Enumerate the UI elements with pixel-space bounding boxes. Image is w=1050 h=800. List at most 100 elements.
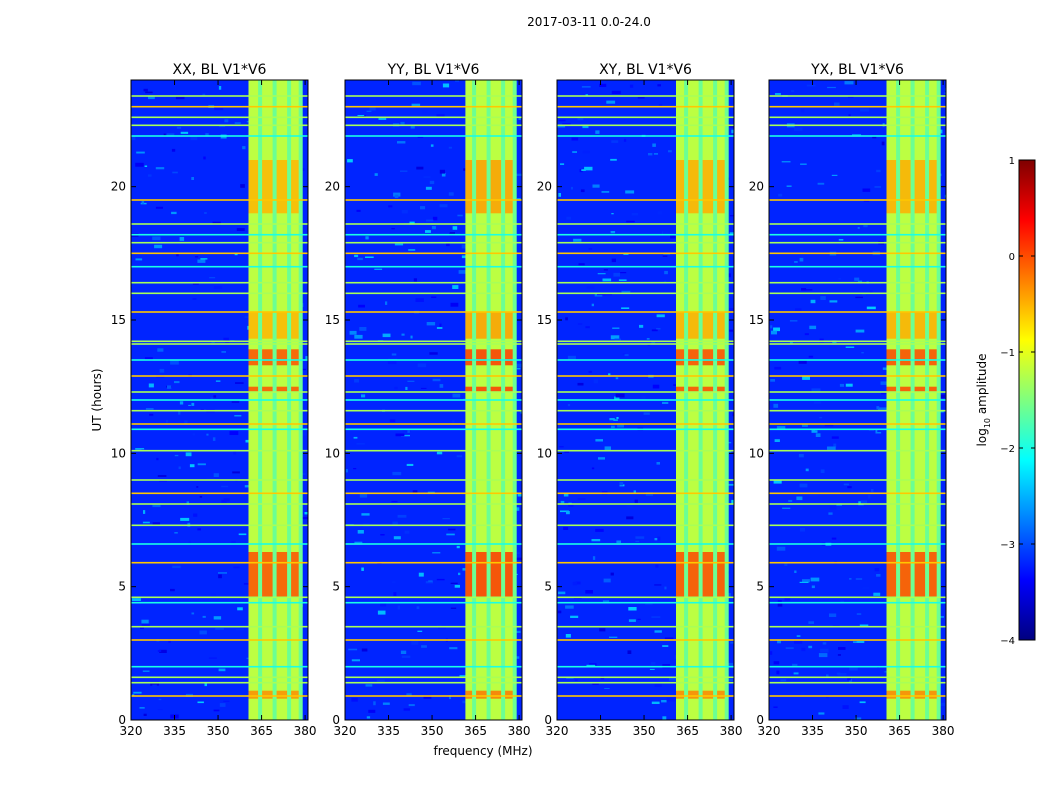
noise-cell [354,254,359,258]
noise-cell [210,593,216,598]
noise-cell [781,161,791,163]
noise-cell [854,277,860,281]
noise-cell [213,709,220,712]
colorbar-tick-label: 0 [1009,252,1015,263]
x-tick-label: 335 [801,724,824,738]
noise-cell [172,171,178,174]
noise-cell [621,307,630,309]
noise-cell [855,578,863,580]
noise-cell [613,419,618,421]
rfi-line [131,340,308,343]
noise-cell [166,419,169,423]
noise-cell [796,635,801,637]
noise-cell [654,683,662,687]
x-tick-label: 320 [120,724,143,738]
noise-cell [142,521,150,524]
noise-cell [802,579,810,583]
noise-cell [406,463,414,466]
rfi-line [769,95,946,97]
panel-frame [768,79,947,721]
noise-cell [441,173,446,177]
noise-cell [369,107,376,111]
noise-cell [521,225,522,230]
noise-cell [572,581,578,586]
noise-cell [617,424,624,428]
rfi-line [557,681,734,684]
noise-cell [172,565,181,569]
noise-cell [668,677,677,681]
noise-cell [628,607,637,611]
noise-cell [517,493,522,497]
noise-cell [588,370,592,373]
noise-cell [604,688,610,689]
noise-cell [731,499,734,504]
noise-cell [652,143,656,147]
noise-cell [413,278,417,282]
noise-cell [218,572,227,574]
noise-cell [568,503,574,507]
noise-cell [794,261,798,263]
noise-cell [136,151,145,154]
y-tick-label: 20 [749,180,764,194]
noise-cell [218,86,222,90]
noise-cell [197,528,201,531]
noise-cell [192,433,195,436]
noise-cell [357,257,363,261]
y-tick-label: 10 [325,446,340,460]
noise-cell [354,647,361,649]
colorbar-gradient [1018,159,1036,641]
rfi-line [769,601,946,604]
noise-cell [831,436,839,439]
noise-cell [595,439,603,442]
noise-cell [853,641,858,643]
y-tick-label: 0 [332,713,340,727]
figure-title: 2017-03-11 0.0-24.0 [527,15,651,29]
noise-cell [651,341,656,344]
noise-cell [141,201,145,204]
noise-cell [204,420,209,424]
noise-cell [832,625,840,627]
noise-cell [156,457,159,461]
rfi-line [131,281,308,284]
noise-cell [558,591,566,595]
noise-cell [860,108,870,112]
noise-cell [197,259,206,263]
rfi-line [769,561,946,564]
rfi-line [769,524,946,527]
noise-cell [415,298,424,302]
noise-cell [409,221,415,225]
noise-cell [639,324,644,328]
rfi-line [131,492,308,495]
noise-cell [145,91,153,94]
noise-cell [442,518,450,520]
rfi-line [131,252,308,255]
noise-cell [361,648,368,652]
noise-cell [597,294,606,296]
noise-cell [224,119,229,123]
x-tick-label: 320 [758,724,781,738]
noise-cell [616,417,619,419]
noise-cell [770,379,775,382]
noise-cell [623,253,629,255]
rfi-line [131,695,308,697]
noise-cell [397,514,407,518]
noise-cell [838,239,844,241]
noise-cell [361,394,366,398]
colorbar-label: log10 amplitude [975,354,992,447]
noise-cell [359,327,367,331]
noise-cell [206,433,209,436]
noise-cell [412,490,418,493]
noise-cell [838,647,846,650]
noise-cell [575,581,581,585]
rfi-line [769,492,946,495]
y-tick-label: 10 [537,446,552,460]
rfi-line [345,665,522,668]
noise-cell [461,244,466,249]
noise-cell [802,423,808,427]
noise-cell [382,333,391,338]
noise-cell [403,708,411,711]
panel-frame [130,79,309,721]
noise-cell [773,480,782,484]
noise-cell [844,81,854,85]
rfi-line [131,343,308,345]
